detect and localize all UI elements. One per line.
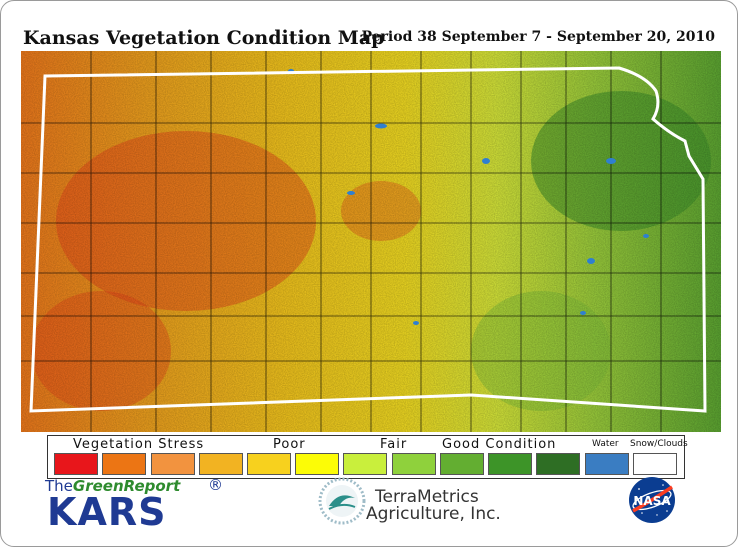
nasa-wordmark: NASA: [633, 494, 671, 508]
legend-swatch-water: [585, 453, 629, 475]
legend-swatch-4: [199, 453, 243, 475]
legend-swatch-9: [440, 453, 484, 475]
greenreport-the: The: [45, 477, 73, 495]
water-bodies: [288, 69, 649, 325]
legend-label-water: Water: [592, 439, 619, 449]
legend-swatch-11: [536, 453, 580, 475]
nasa-meatball-icon: NASA: [629, 477, 675, 523]
legend-swatch-8: [392, 453, 436, 475]
legend-swatch-snow: [633, 453, 677, 475]
legend-swatch-10: [488, 453, 532, 475]
map-title: Kansas Vegetation Condition Map: [23, 27, 385, 49]
kars-logo: KARS: [47, 490, 167, 534]
legend-label-good: Good Condition: [442, 437, 557, 452]
legend-label-stress: Vegetation Stress: [73, 437, 205, 452]
kansas-state-outline: [29, 66, 707, 413]
legend-swatch-2: [102, 453, 146, 475]
legend-swatch-5: [247, 453, 291, 475]
legend: Vegetation Stress Poor Fair Good Conditi…: [47, 435, 688, 479]
legend-label-snow: Snow/Clouds: [630, 439, 688, 449]
county-boundaries: [21, 51, 721, 432]
legend-swatch-6: [295, 453, 339, 475]
legend-label-poor: Poor: [273, 437, 306, 452]
terrametrics-subtitle: Agriculture, Inc.: [366, 504, 501, 524]
legend-label-fair: Fair: [380, 437, 408, 452]
legend-swatch-7: [343, 453, 387, 475]
greenreport-logo: TheGreenReport: [45, 477, 180, 495]
period-label: Period 38 September 7 - September 20, 20…: [361, 29, 716, 45]
terrametrics-name: TerraMetrics: [375, 487, 479, 507]
legend-swatch-3: [151, 453, 195, 475]
greenreport-green: Green: [72, 477, 124, 495]
greenreport-report: Report: [123, 477, 181, 495]
terrametrics-emblem-icon: [318, 477, 366, 525]
registered-mark: ®: [208, 476, 223, 494]
legend-swatch-1: [54, 453, 98, 475]
vegetation-condition-map: [21, 51, 721, 432]
